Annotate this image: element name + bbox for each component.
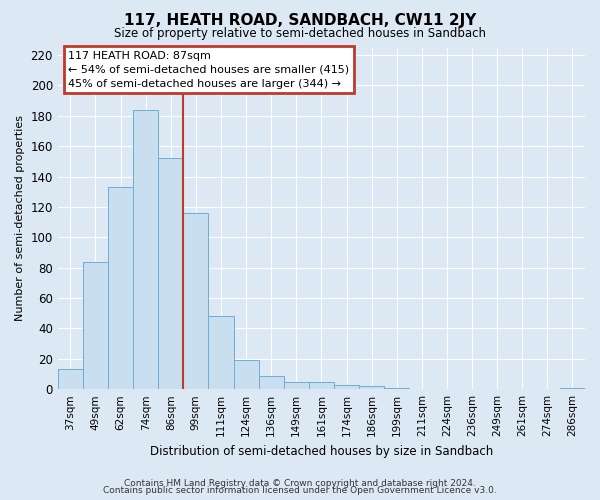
Bar: [359, 386, 384, 389]
Y-axis label: Number of semi-detached properties: Number of semi-detached properties: [15, 116, 25, 322]
Text: 117, HEATH ROAD, SANDBACH, CW11 2JY: 117, HEATH ROAD, SANDBACH, CW11 2JY: [124, 12, 476, 28]
Text: 117 HEATH ROAD: 87sqm
← 54% of semi-detached houses are smaller (415)
45% of sem: 117 HEATH ROAD: 87sqm ← 54% of semi-deta…: [68, 51, 349, 89]
Bar: [83, 262, 108, 389]
Bar: [208, 316, 233, 389]
Bar: [284, 382, 309, 389]
X-axis label: Distribution of semi-detached houses by size in Sandbach: Distribution of semi-detached houses by …: [150, 444, 493, 458]
Bar: [334, 384, 359, 389]
Text: Size of property relative to semi-detached houses in Sandbach: Size of property relative to semi-detach…: [114, 26, 486, 40]
Bar: [58, 370, 83, 389]
Text: Contains public sector information licensed under the Open Government Licence v3: Contains public sector information licen…: [103, 486, 497, 495]
Bar: [309, 382, 334, 389]
Bar: [560, 388, 585, 389]
Bar: [233, 360, 259, 389]
Bar: [158, 158, 184, 389]
Bar: [384, 388, 409, 389]
Bar: [108, 187, 133, 389]
Text: Contains HM Land Registry data © Crown copyright and database right 2024.: Contains HM Land Registry data © Crown c…: [124, 478, 476, 488]
Bar: [259, 376, 284, 389]
Bar: [184, 213, 208, 389]
Bar: [133, 110, 158, 389]
